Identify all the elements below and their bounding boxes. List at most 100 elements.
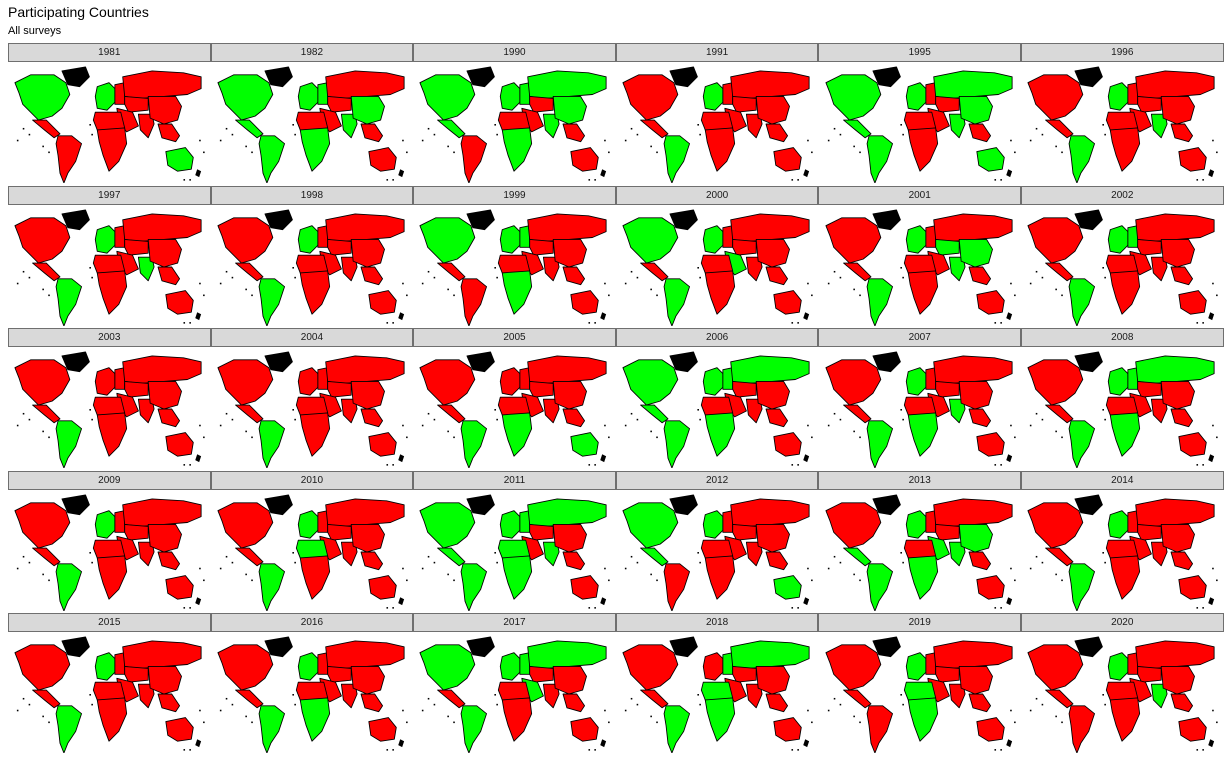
country-region-sub-saharan-africa bbox=[907, 697, 938, 743]
island-marker bbox=[827, 567, 830, 570]
island-marker bbox=[386, 179, 388, 181]
world-map bbox=[1027, 209, 1218, 326]
island-marker bbox=[48, 579, 51, 581]
country-region-russia bbox=[325, 213, 405, 242]
island-marker bbox=[422, 139, 424, 142]
island-marker bbox=[494, 551, 497, 554]
country-region-east-asia bbox=[958, 381, 993, 410]
country-region-sub-saharan-africa bbox=[1110, 555, 1141, 600]
country-region-central-asia bbox=[732, 523, 757, 541]
country-region-north-america bbox=[622, 644, 679, 691]
country-region-south-america bbox=[866, 135, 893, 183]
island-marker bbox=[1216, 579, 1218, 581]
island-marker bbox=[1036, 413, 1038, 415]
island-marker bbox=[1030, 710, 1032, 712]
island-marker bbox=[656, 579, 658, 581]
facet-label: 2017 bbox=[413, 613, 616, 633]
country-region-central-asia bbox=[327, 523, 352, 541]
island-marker bbox=[28, 133, 31, 136]
island-marker bbox=[1055, 573, 1058, 576]
country-region-greenland bbox=[1074, 636, 1104, 658]
country-region-russia bbox=[932, 213, 1013, 242]
country-region-russia bbox=[1135, 70, 1215, 99]
country-region-north-africa bbox=[1106, 396, 1139, 416]
country-region-east-asia bbox=[1161, 96, 1196, 125]
world-map bbox=[622, 209, 813, 326]
world-map bbox=[1027, 636, 1218, 754]
island-marker bbox=[219, 567, 222, 570]
country-region-central-america bbox=[32, 690, 61, 709]
country-region-greenland bbox=[264, 351, 293, 373]
country-region-europe-west bbox=[500, 510, 521, 539]
island-marker bbox=[594, 321, 597, 324]
map-panel-1990: 1990 bbox=[413, 43, 616, 186]
island-marker bbox=[604, 424, 607, 427]
map-panel-2003: 2003 bbox=[8, 328, 211, 471]
island-marker bbox=[1196, 606, 1199, 609]
facet-label: 2006 bbox=[615, 328, 819, 348]
country-region-new-zealand bbox=[398, 454, 405, 463]
island-marker bbox=[1009, 282, 1012, 284]
island-marker bbox=[402, 139, 404, 142]
country-region-new-zealand bbox=[803, 454, 810, 463]
island-marker bbox=[811, 721, 813, 724]
island-marker bbox=[183, 179, 186, 181]
country-region-southeast-asia bbox=[360, 408, 383, 428]
map-panel-1991: 1991 bbox=[615, 43, 819, 186]
country-region-east-asia bbox=[553, 238, 588, 268]
country-region-russia bbox=[122, 640, 202, 670]
country-region-sub-saharan-africa bbox=[502, 412, 533, 457]
country-region-north-america bbox=[1027, 359, 1084, 406]
world-map bbox=[14, 66, 205, 183]
island-marker bbox=[811, 436, 813, 439]
country-region-southeast-asia bbox=[563, 693, 586, 713]
facet-label: 1991 bbox=[615, 43, 819, 62]
country-region-south-america bbox=[1068, 563, 1096, 611]
island-marker bbox=[23, 270, 25, 273]
country-region-sub-saharan-africa bbox=[1110, 697, 1141, 743]
island-marker bbox=[1104, 419, 1107, 421]
island-marker bbox=[1212, 139, 1215, 142]
facet-label: 2013 bbox=[818, 470, 1021, 490]
island-marker bbox=[624, 139, 627, 142]
country-region-east-asia bbox=[350, 666, 385, 695]
island-marker bbox=[231, 419, 234, 421]
island-marker bbox=[636, 276, 639, 279]
island-marker bbox=[225, 413, 228, 415]
island-marker bbox=[189, 464, 192, 466]
island-marker bbox=[827, 424, 830, 427]
world-map bbox=[14, 494, 205, 611]
island-marker bbox=[1104, 276, 1107, 279]
island-marker bbox=[608, 579, 611, 581]
island-marker bbox=[807, 139, 809, 142]
country-region-south-america bbox=[461, 705, 488, 754]
island-marker bbox=[1216, 721, 1218, 724]
island-marker bbox=[251, 721, 253, 724]
country-region-russia bbox=[527, 70, 608, 99]
island-marker bbox=[405, 436, 408, 439]
island-marker bbox=[231, 561, 234, 564]
island-marker bbox=[1055, 716, 1058, 718]
country-region-greenland bbox=[669, 636, 698, 658]
island-marker bbox=[1061, 294, 1064, 296]
island-marker bbox=[697, 266, 700, 269]
country-region-central-asia bbox=[529, 381, 555, 398]
island-marker bbox=[48, 294, 51, 296]
island-marker bbox=[251, 151, 253, 154]
country-region-south-america bbox=[55, 420, 83, 469]
country-region-new-zealand bbox=[195, 169, 202, 178]
chart-title: Participating Countries bbox=[8, 4, 149, 20]
island-marker bbox=[624, 282, 627, 284]
country-region-europe-west bbox=[500, 367, 521, 396]
island-marker bbox=[699, 419, 702, 421]
island-marker bbox=[219, 710, 222, 712]
country-region-south-america bbox=[866, 277, 893, 326]
island-marker bbox=[199, 282, 202, 284]
island-marker bbox=[656, 721, 658, 724]
map-panel-2018: 2018 bbox=[615, 613, 819, 756]
island-marker bbox=[797, 464, 800, 466]
country-region-north-america bbox=[622, 74, 679, 121]
island-marker bbox=[853, 145, 855, 148]
island-marker bbox=[1196, 321, 1199, 324]
island-marker bbox=[245, 430, 247, 433]
